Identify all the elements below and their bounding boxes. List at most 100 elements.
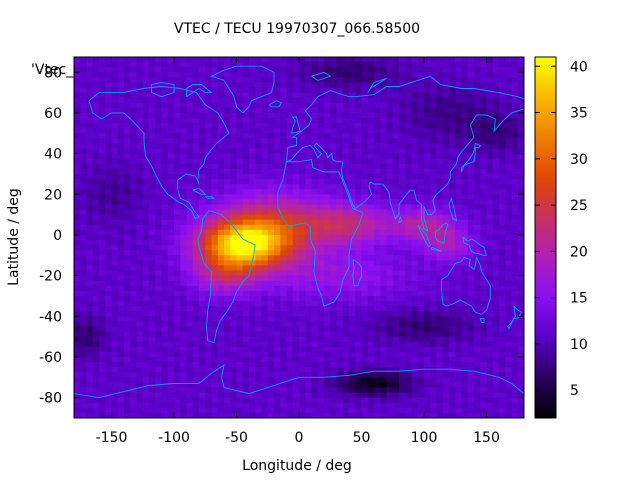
heatmap-cell bbox=[292, 143, 300, 150]
heatmap-cell bbox=[167, 204, 175, 211]
heatmap-cell bbox=[124, 362, 131, 368]
heatmap-cell bbox=[430, 336, 438, 343]
heatmap-cell bbox=[455, 179, 463, 185]
heatmap-cell bbox=[424, 377, 431, 383]
heatmap-cell bbox=[211, 387, 219, 394]
heatmap-cell bbox=[199, 275, 206, 282]
heatmap-cell bbox=[355, 331, 363, 338]
heatmap-cell bbox=[361, 367, 369, 373]
heatmap-cell bbox=[186, 285, 194, 292]
heatmap-cell bbox=[92, 189, 100, 195]
heatmap-cell bbox=[511, 102, 519, 109]
heatmap-cell bbox=[417, 295, 425, 302]
heatmap-cell bbox=[455, 331, 463, 338]
heatmap-cell bbox=[211, 189, 219, 195]
heatmap-cell bbox=[149, 290, 156, 297]
heatmap-cell bbox=[267, 102, 275, 109]
heatmap-cell bbox=[142, 387, 150, 394]
heatmap-cell bbox=[111, 153, 119, 160]
heatmap-cell bbox=[92, 245, 100, 251]
heatmap-cell bbox=[299, 245, 306, 251]
heatmap-cell bbox=[411, 397, 419, 404]
heatmap-cell bbox=[136, 397, 144, 404]
heatmap-cell bbox=[130, 295, 138, 302]
heatmap-cell bbox=[255, 367, 263, 373]
heatmap-cell bbox=[80, 356, 88, 363]
heatmap-cell bbox=[442, 194, 450, 200]
heatmap-cell bbox=[449, 219, 456, 226]
heatmap-cell bbox=[136, 341, 144, 348]
heatmap-cell bbox=[330, 326, 338, 333]
heatmap-cell bbox=[86, 280, 94, 287]
heatmap-cell bbox=[355, 234, 363, 241]
heatmap-cell bbox=[399, 306, 406, 312]
heatmap-cell bbox=[299, 240, 306, 246]
heatmap-cell bbox=[411, 77, 419, 84]
heatmap-cell bbox=[205, 194, 213, 200]
heatmap-cell bbox=[155, 102, 163, 109]
heatmap-cell bbox=[467, 112, 475, 119]
heatmap-cell bbox=[236, 214, 244, 221]
heatmap-cell bbox=[317, 224, 325, 231]
heatmap-cell bbox=[380, 326, 388, 333]
heatmap-cell bbox=[424, 250, 431, 256]
heatmap-cell bbox=[92, 316, 100, 322]
heatmap-cell bbox=[499, 184, 506, 190]
heatmap-cell bbox=[142, 128, 150, 134]
heatmap-cell bbox=[192, 209, 200, 216]
heatmap-cell bbox=[280, 280, 288, 287]
heatmap-cell bbox=[442, 316, 450, 322]
heatmap-cell bbox=[311, 204, 319, 211]
heatmap-cell bbox=[355, 138, 363, 145]
heatmap-cell bbox=[292, 240, 300, 246]
heatmap-cell bbox=[367, 219, 375, 226]
heatmap-cell bbox=[380, 67, 388, 73]
heatmap-cell bbox=[474, 72, 481, 78]
heatmap-cell bbox=[174, 204, 181, 211]
heatmap-cell bbox=[311, 67, 319, 73]
heatmap-cell bbox=[105, 260, 113, 267]
heatmap-cell bbox=[317, 209, 325, 216]
heatmap-cell bbox=[367, 133, 375, 139]
heatmap-cell bbox=[249, 168, 256, 175]
heatmap-cell bbox=[386, 392, 394, 399]
heatmap-cell bbox=[499, 397, 506, 404]
heatmap-cell bbox=[417, 280, 425, 287]
heatmap-cell bbox=[236, 285, 244, 292]
heatmap-cell bbox=[111, 336, 119, 343]
heatmap-cell bbox=[261, 311, 269, 317]
heatmap-cell bbox=[124, 341, 131, 348]
heatmap-cell bbox=[311, 306, 319, 312]
heatmap-cell bbox=[224, 367, 231, 373]
heatmap-cell bbox=[311, 331, 319, 338]
heatmap-cell bbox=[124, 123, 131, 129]
heatmap-cell bbox=[380, 87, 388, 94]
heatmap-cell bbox=[486, 250, 494, 256]
heatmap-cell bbox=[474, 362, 481, 368]
heatmap-cell bbox=[174, 260, 181, 267]
heatmap-cell bbox=[142, 189, 150, 195]
heatmap-cell bbox=[311, 367, 319, 373]
heatmap-cell bbox=[174, 295, 181, 302]
heatmap-cell bbox=[311, 168, 319, 175]
heatmap-cell bbox=[349, 87, 356, 94]
heatmap-cell bbox=[92, 407, 100, 414]
heatmap-cell bbox=[436, 179, 444, 185]
heatmap-cell bbox=[242, 143, 250, 150]
heatmap-cell bbox=[86, 57, 94, 63]
heatmap-cell bbox=[299, 382, 306, 389]
heatmap-cell bbox=[105, 133, 113, 139]
heatmap-cell bbox=[430, 397, 438, 404]
heatmap-cell bbox=[167, 245, 175, 251]
heatmap-cell bbox=[274, 270, 281, 277]
heatmap-cell bbox=[424, 179, 431, 185]
heatmap-cell bbox=[236, 179, 244, 185]
heatmap-cell bbox=[317, 219, 325, 226]
heatmap-cell bbox=[299, 285, 306, 292]
heatmap-cell bbox=[92, 397, 100, 404]
heatmap-cell bbox=[167, 92, 175, 99]
heatmap-cell bbox=[74, 392, 81, 399]
heatmap-cell bbox=[111, 397, 119, 404]
heatmap-cell bbox=[374, 321, 381, 328]
heatmap-cell bbox=[386, 82, 394, 89]
